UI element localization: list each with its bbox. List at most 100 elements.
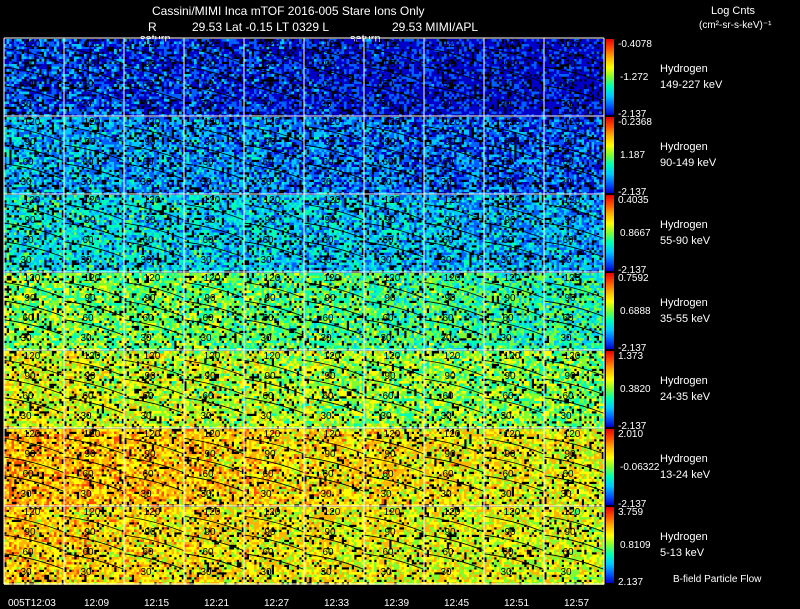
contour-label: 30	[140, 333, 152, 344]
contour-label: 120	[444, 195, 461, 206]
contour-label: 120	[564, 195, 581, 206]
contour-label: 30	[500, 333, 512, 344]
contour-label: 90	[144, 137, 156, 148]
contour-label: 30	[380, 99, 392, 110]
contour-label: 120	[324, 117, 341, 128]
contour-label: 90	[24, 293, 36, 304]
image-panel: 120 90 60 30	[304, 117, 364, 195]
contour-label: 120	[144, 351, 161, 362]
contour-label: 60	[22, 157, 34, 168]
contour-label: 60	[322, 157, 334, 168]
contour-label: 60	[382, 469, 394, 480]
contour-label: 60	[82, 547, 94, 558]
contour-label: 120	[504, 429, 521, 440]
contour-label: 60	[82, 79, 94, 90]
contour-label: 120	[144, 429, 161, 440]
contour-label: 90	[564, 449, 576, 460]
contour-label: 30	[320, 99, 332, 110]
contour-label: 90	[564, 371, 576, 382]
energy-band: 1209060301209060301209060301209060301209…	[4, 194, 711, 276]
contour-label: 90	[444, 371, 456, 382]
contour-label: 90	[444, 449, 456, 460]
contour-label: 120	[564, 351, 581, 362]
band-energy-label: 5-13 keV	[660, 547, 705, 559]
contour-label: 90	[84, 137, 96, 148]
contour-label: 90	[204, 449, 216, 460]
contour-label: 120	[24, 117, 41, 128]
contour-label: 90	[444, 215, 456, 226]
contour-label: 30	[380, 411, 392, 422]
contour-label: 90	[204, 137, 216, 148]
contour-label: 90	[324, 527, 336, 538]
contour-label: 30	[20, 411, 32, 422]
contour-label: 60	[322, 391, 334, 402]
contour-label: 60	[442, 235, 454, 246]
contour-label: 90	[264, 527, 276, 538]
band-species-label: Hydrogen	[660, 297, 708, 309]
band-energy-label: 90-149 keV	[660, 157, 717, 169]
contour-label: 30	[200, 411, 212, 422]
colorbar	[606, 273, 614, 349]
band-species-label: Hydrogen	[660, 219, 708, 231]
contour-label: 120	[564, 273, 581, 284]
contour-label: 30	[440, 99, 452, 110]
contour-label: 120	[24, 273, 41, 284]
contour-label: 90	[324, 59, 336, 70]
contour-label: 30	[320, 567, 332, 578]
header-position: 29.53 Lat -0.15 LT 0329 L	[192, 20, 329, 34]
contour-label: 30	[440, 255, 452, 266]
contour-label: 120	[24, 39, 41, 50]
colorbar-max-label: 0.7592	[618, 273, 649, 284]
contour-label: 90	[144, 215, 156, 226]
contour-label: 60	[22, 391, 34, 402]
contour-label: 30	[380, 255, 392, 266]
contour-label: 30	[20, 567, 32, 578]
contour-label: 30	[500, 99, 512, 110]
contour-label: 120	[204, 351, 221, 362]
contour-label: 90	[384, 449, 396, 460]
time-tick-label: 12:57	[564, 598, 589, 609]
contour-label: 60	[262, 79, 274, 90]
contour-label: 30	[440, 177, 452, 188]
chart-title: Cassini/MIMI Inca mTOF 2016-005 Stare Io…	[152, 4, 425, 18]
contour-label: 120	[264, 273, 281, 284]
contour-label: 60	[262, 235, 274, 246]
contour-label: 90	[504, 59, 516, 70]
contour-label: 90	[444, 59, 456, 70]
colorbar-max-label: 0.4035	[618, 195, 649, 206]
colorbar	[606, 429, 614, 505]
contour-label: 120	[444, 273, 461, 284]
contour-label: 30	[320, 177, 332, 188]
contour-label: 120	[384, 195, 401, 206]
contour-label: 90	[324, 137, 336, 148]
contour-label: 30	[380, 567, 392, 578]
contour-label: 60	[262, 469, 274, 480]
contour-label: 60	[142, 391, 154, 402]
contour-label: 120	[324, 507, 341, 518]
contour-label: 90	[24, 371, 36, 382]
contour-label: 90	[144, 293, 156, 304]
contour-label: 120	[504, 273, 521, 284]
contour-label: 30	[20, 333, 32, 344]
contour-label: 60	[142, 79, 154, 90]
contour-label: 60	[22, 469, 34, 480]
contour-label: 60	[142, 547, 154, 558]
contour-label: 90	[144, 449, 156, 460]
